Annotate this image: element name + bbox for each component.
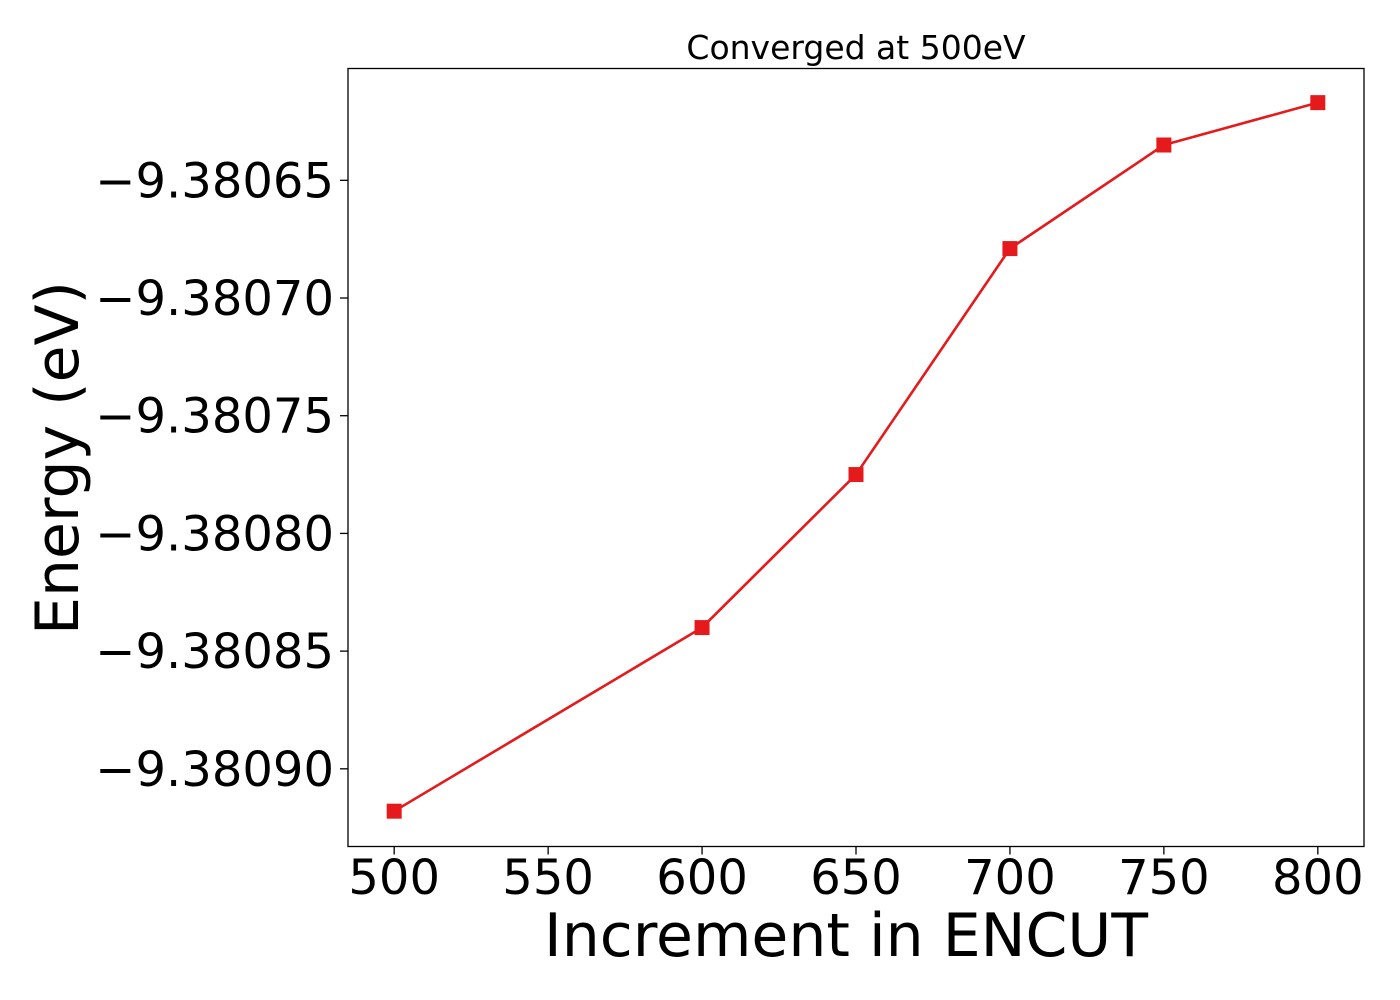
y-tick-label: −9.38085 (95, 624, 334, 680)
data-point (386, 803, 402, 819)
x-tick-label: 650 (810, 850, 902, 906)
x-tick-label: 500 (348, 850, 440, 906)
y-axis-ticks: −9.38065 −9.38070 −9.38075 −9.38080 −9.38085… (95, 153, 348, 798)
series-layer (386, 95, 1326, 819)
y-tick-label: −9.38065 (95, 153, 334, 209)
data-point (848, 467, 864, 483)
y-tick-label: −9.38090 (95, 742, 334, 798)
data-point (1310, 95, 1326, 111)
data-point (1002, 241, 1018, 257)
y-tick-label: −9.38070 (95, 271, 334, 327)
chart-title: Converged at 500eV (686, 28, 1026, 67)
x-axis-label: Increment in ENCUT (544, 901, 1148, 971)
data-point (1156, 137, 1172, 153)
y-tick-label: −9.38080 (95, 506, 334, 562)
series-line (393, 101, 1319, 813)
y-tick-label: −9.38075 (95, 389, 334, 445)
x-axis-ticks: 500 550 600 650 700 750 800 (348, 846, 1364, 906)
x-tick-label: 600 (656, 850, 748, 906)
x-tick-label: 800 (1272, 850, 1364, 906)
plot-area-frame (347, 67, 1365, 848)
data-point (694, 620, 710, 636)
x-tick-label: 700 (964, 850, 1056, 906)
x-tick-label: 550 (502, 850, 594, 906)
y-axis-label: Energy (eV) (23, 281, 93, 635)
x-tick-label: 750 (1118, 850, 1210, 906)
